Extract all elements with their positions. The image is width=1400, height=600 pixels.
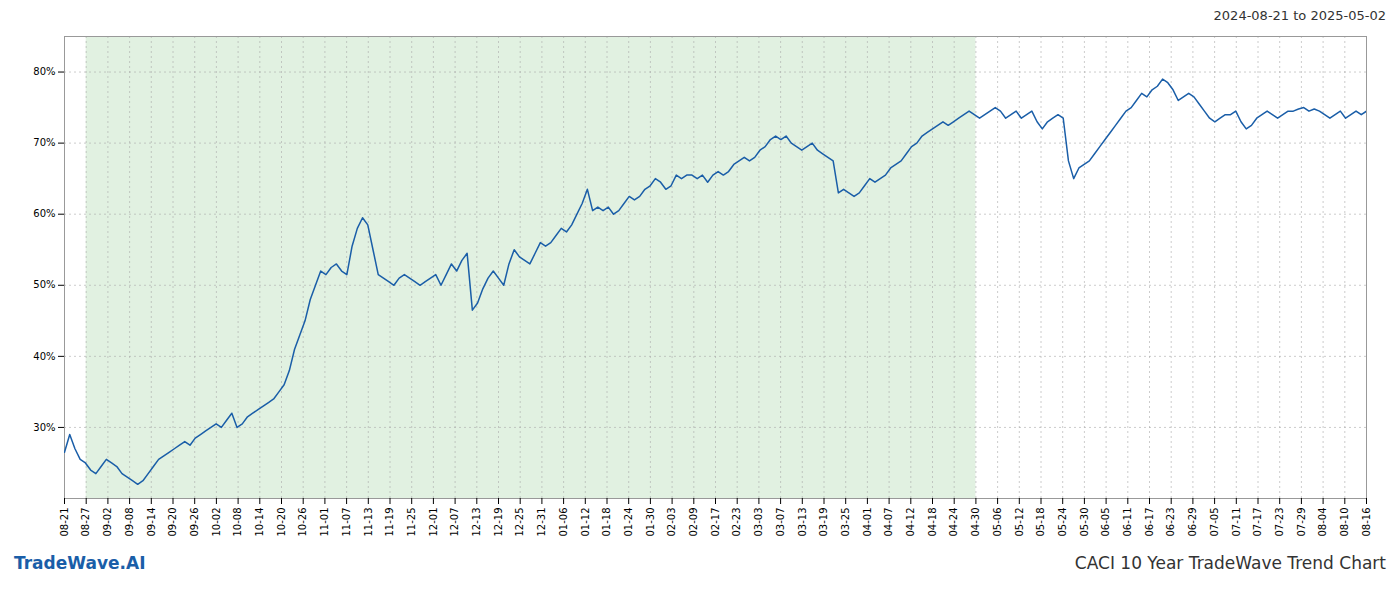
- svg-text:70%: 70%: [33, 137, 55, 148]
- svg-text:02-23: 02-23: [731, 508, 742, 537]
- svg-text:06-29: 06-29: [1187, 508, 1198, 537]
- svg-text:11-07: 11-07: [341, 508, 352, 537]
- svg-text:12-19: 12-19: [493, 508, 504, 537]
- svg-text:04-12: 04-12: [905, 508, 916, 537]
- svg-text:09-26: 09-26: [189, 508, 200, 537]
- html-text:CACI 10 Year TradeWave Trend C: CACI 10 Year TradeWave Trend Chart: [1074, 553, 1386, 573]
- html-text:2024-08-21 to 2025-05-02: 2024-08-21 to 2025-05-02: [1213, 8, 1386, 23]
- svg-text:11-13: 11-13: [363, 508, 374, 537]
- svg-text:04-18: 04-18: [927, 508, 938, 537]
- svg-text:01-12: 01-12: [580, 508, 591, 537]
- svg-text:07-05: 07-05: [1209, 508, 1220, 537]
- svg-text:10-26: 10-26: [297, 508, 308, 537]
- svg-text:09-14: 09-14: [146, 508, 157, 537]
- svg-text:09-02: 09-02: [102, 508, 113, 537]
- html-text:TradeWave.AI: TradeWave.AI: [14, 553, 146, 573]
- svg-text:04-24: 04-24: [948, 508, 959, 537]
- svg-text:04-01: 04-01: [862, 508, 873, 537]
- svg-text:08-27: 08-27: [80, 508, 91, 537]
- svg-text:08-21: 08-21: [59, 508, 70, 537]
- svg-text:02-17: 02-17: [710, 508, 721, 537]
- svg-text:11-01: 11-01: [319, 508, 330, 537]
- svg-text:06-11: 06-11: [1122, 508, 1133, 537]
- svg-text:05-12: 05-12: [1014, 508, 1025, 537]
- svg-text:10-02: 10-02: [211, 508, 222, 537]
- svg-text:05-18: 05-18: [1035, 508, 1046, 537]
- svg-text:50%: 50%: [33, 279, 55, 290]
- svg-text:04-07: 04-07: [883, 508, 894, 537]
- svg-text:40%: 40%: [33, 351, 55, 362]
- svg-text:03-13: 03-13: [797, 508, 808, 537]
- svg-text:02-03: 02-03: [666, 508, 677, 537]
- svg-text:03-25: 03-25: [840, 508, 851, 537]
- svg-text:12-31: 12-31: [536, 508, 547, 537]
- svg-text:09-08: 09-08: [124, 508, 135, 537]
- svg-text:06-23: 06-23: [1165, 508, 1176, 537]
- svg-text:80%: 80%: [33, 66, 55, 77]
- svg-text:12-01: 12-01: [428, 508, 439, 537]
- svg-text:10-14: 10-14: [254, 508, 265, 537]
- svg-text:12-07: 12-07: [449, 508, 460, 537]
- svg-text:03-03: 03-03: [753, 508, 764, 537]
- svg-text:06-17: 06-17: [1144, 508, 1155, 537]
- svg-text:11-19: 11-19: [384, 508, 395, 537]
- svg-text:11-25: 11-25: [406, 508, 417, 537]
- svg-text:12-25: 12-25: [514, 508, 525, 537]
- svg-text:05-30: 05-30: [1079, 508, 1090, 537]
- svg-text:07-11: 07-11: [1231, 508, 1242, 537]
- svg-text:08-16: 08-16: [1361, 508, 1372, 537]
- svg-text:10-08: 10-08: [232, 508, 243, 537]
- svg-text:02-09: 02-09: [688, 508, 699, 537]
- svg-text:07-29: 07-29: [1296, 508, 1307, 537]
- svg-text:06-05: 06-05: [1100, 508, 1111, 537]
- svg-text:08-10: 08-10: [1339, 508, 1350, 537]
- svg-text:01-06: 01-06: [558, 508, 569, 537]
- svg-text:08-04: 08-04: [1317, 508, 1328, 537]
- svg-text:60%: 60%: [33, 208, 55, 219]
- svg-text:05-06: 05-06: [992, 508, 1003, 537]
- svg-text:30%: 30%: [33, 422, 55, 433]
- svg-text:10-20: 10-20: [276, 508, 287, 537]
- svg-text:07-23: 07-23: [1274, 508, 1285, 537]
- svg-text:05-24: 05-24: [1057, 508, 1068, 537]
- svg-text:07-17: 07-17: [1252, 508, 1263, 537]
- svg-text:01-24: 01-24: [623, 508, 634, 537]
- svg-text:03-07: 03-07: [775, 508, 786, 537]
- svg-text:09-20: 09-20: [167, 508, 178, 537]
- svg-text:12-13: 12-13: [471, 508, 482, 537]
- svg-text:03-19: 03-19: [818, 508, 829, 537]
- svg-text:01-30: 01-30: [645, 508, 656, 537]
- svg-text:04-30: 04-30: [970, 508, 981, 537]
- svg-text:01-18: 01-18: [601, 508, 612, 537]
